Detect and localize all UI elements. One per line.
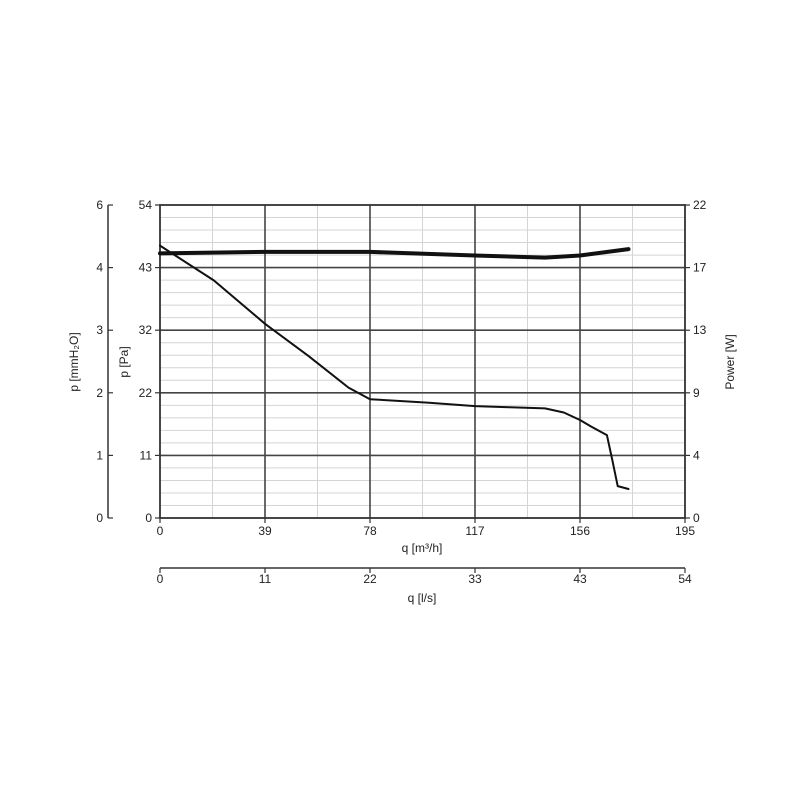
pressure-curve [159, 244, 630, 490]
x-axis-secondary-tick-label: 43 [573, 572, 587, 586]
y-axis-left-inner-tick-label: 32 [139, 323, 153, 337]
x-axis-secondary-tick-label: 0 [157, 572, 164, 586]
x-axis-secondary-tick-label: 33 [468, 572, 482, 586]
y-axis-left-outer-label: p [mmH₂O] [67, 332, 81, 391]
x-axis-main-tick-label: 195 [675, 524, 695, 538]
y-axis-left-inner-tick-label: 22 [139, 386, 153, 400]
x-axis-secondary-tick-label: 54 [678, 572, 692, 586]
x-axis-secondary-tick-label: 22 [363, 572, 377, 586]
y-axis-right-tick-label: 13 [693, 323, 707, 337]
tick-labels: 0 1 2 3 4 6 0 11 22 32 43 54 0 4 9 13 17 22 0 39 78 117 156 195… [96, 198, 706, 586]
performance-curves [158, 244, 631, 490]
y-axis-right-label: Power [W] [723, 334, 737, 389]
y-axis-right-tick-label: 22 [693, 198, 707, 212]
x-axis-main-label: q [m³/h] [402, 541, 443, 555]
y-axis-left-inner-tick-label: 11 [140, 448, 153, 462]
y-axis-right-tick-label: 0 [693, 511, 700, 525]
plot-frame [159, 204, 686, 519]
y-axis-right-tick-label: 9 [693, 386, 700, 400]
y-axis-left-inner-tick-label: 43 [139, 261, 153, 275]
x-axis-main-tick-label: 78 [363, 524, 377, 538]
x-axis-main-tick-label: 0 [157, 524, 164, 538]
y-axis-left-inner-tick-label: 54 [139, 198, 153, 212]
x-axis-main-tick-label: 39 [258, 524, 272, 538]
power-curve [158, 247, 631, 260]
y-axis-right-tick-label: 4 [693, 448, 700, 462]
x-axis-main-tick-label: 117 [465, 524, 484, 538]
x-axis-secondary-label: q [l/s] [408, 591, 437, 605]
y-axis-left-inner-label: p [Pa] [117, 346, 131, 377]
y-axis-left-outer-tick-label: 4 [96, 261, 103, 275]
y-axis-left-inner-tick-label: 0 [145, 511, 152, 525]
x-axis-main-tick-label: 156 [570, 524, 590, 538]
axes [107, 204, 690, 573]
y-axis-left-outer-tick-label: 1 [96, 448, 103, 462]
y-axis-right-tick-label: 17 [693, 261, 707, 275]
y-axis-left-outer-tick-label: 6 [96, 198, 103, 212]
x-axis-secondary-tick-label: 11 [259, 572, 272, 586]
y-axis-left-outer-tick-label: 2 [96, 386, 103, 400]
y-axis-left-outer-tick-label: 3 [96, 323, 103, 337]
y-axis-left-outer-tick-label: 0 [96, 511, 103, 525]
